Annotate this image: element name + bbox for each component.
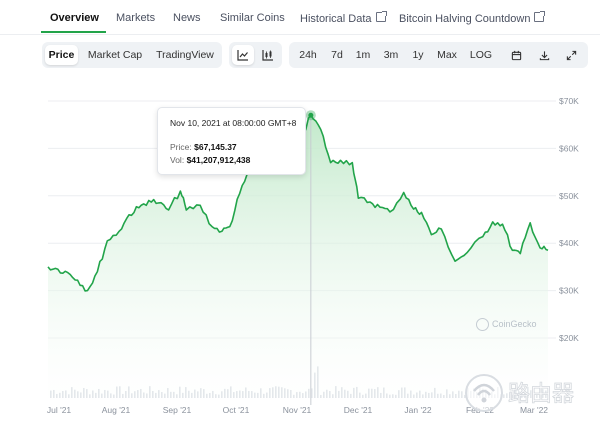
tab-label: Markets (116, 12, 156, 24)
button-label: 7d (331, 49, 343, 61)
download-button[interactable] (533, 45, 555, 65)
x-tick-label: Jul '21 (47, 405, 72, 415)
x-tick-label: Mar '22 (520, 405, 548, 415)
button-label: TradingView (156, 49, 214, 61)
market-cap-button[interactable]: Market Cap (82, 45, 148, 65)
range-1m-button[interactable]: 1m (351, 45, 375, 65)
x-tick-label: Dec '21 (344, 405, 373, 415)
tab-bar: Overview Markets News Similar Coins Hist… (0, 0, 600, 35)
log-scale-button[interactable]: LOG (467, 45, 495, 65)
y-tick-label: $20K (559, 333, 579, 343)
chart-type-toggle: Price Market Cap TradingView (42, 42, 222, 68)
tooltip-volume: Vol: $41,207,912,438 (170, 155, 250, 165)
chart-style-toggle (229, 42, 282, 68)
range-3m-button[interactable]: 3m (379, 45, 403, 65)
y-tick-label: $70K (559, 96, 579, 106)
line-chart-icon (237, 50, 248, 61)
tab-overview[interactable]: Overview (50, 12, 99, 24)
x-tick-label: Aug '21 (102, 405, 131, 415)
tooltip-price-label: Price: (170, 142, 192, 152)
candlestick-button[interactable] (257, 45, 279, 65)
tooltip-price: Price: $67,145.37 (170, 142, 237, 152)
watermark-text: CoinGecko (492, 318, 537, 329)
button-label: Price (48, 49, 75, 61)
x-tick-label: Oct '21 (223, 405, 250, 415)
candlestick-icon (262, 50, 273, 61)
external-link-icon (534, 11, 546, 22)
coingecko-watermark: CoinGecko (476, 318, 537, 331)
y-tick-label: $40K (559, 238, 579, 248)
x-tick-label: Nov '21 (283, 405, 312, 415)
tab-historical-data[interactable]: Historical Data (300, 11, 387, 25)
tab-label: Historical Data (300, 13, 372, 25)
tab-bitcoin-halving-countdown[interactable]: Bitcoin Halving Countdown (399, 11, 546, 25)
external-link-icon (375, 11, 387, 22)
price-button[interactable]: Price (45, 45, 78, 65)
tradingview-button[interactable]: TradingView (152, 45, 218, 65)
tooltip-date: Nov 10, 2021 at 08:00:00 GMT+8 (170, 118, 297, 128)
price-tooltip: Nov 10, 2021 at 08:00:00 GMT+8 Price: $6… (157, 107, 306, 175)
download-icon (539, 51, 549, 60)
button-label: 3m (383, 49, 399, 61)
button-label: 1m (355, 49, 371, 61)
time-range-toggle: 24h 7d 1m 3m 1y Max LOG (289, 42, 588, 68)
tab-label: Bitcoin Halving Countdown (399, 13, 531, 25)
range-7d-button[interactable]: 7d (325, 45, 349, 65)
hover-point-core (308, 112, 314, 118)
tooltip-volume-value: $41,207,912,438 (186, 155, 251, 165)
y-tick-label: $50K (559, 191, 579, 201)
tab-similar-coins[interactable]: Similar Coins (220, 12, 285, 24)
expand-icon (566, 50, 576, 60)
tooltip-price-value: $67,145.37 (194, 142, 237, 152)
active-tab-indicator (41, 31, 106, 33)
button-label: 1y (412, 49, 424, 61)
y-tick-label: $30K (559, 286, 579, 296)
y-tick-label: $60K (559, 143, 579, 153)
button-label: LOG (469, 49, 493, 61)
svg-text:路由器: 路由器 (508, 382, 574, 407)
x-tick-label: Jan '22 (404, 405, 431, 415)
button-label: Max (437, 49, 457, 61)
tab-label: News (173, 12, 201, 24)
tab-news[interactable]: News (173, 12, 201, 24)
tab-markets[interactable]: Markets (116, 12, 155, 24)
price-area (48, 115, 548, 405)
x-tick-label: Sep '21 (163, 405, 192, 415)
range-max-button[interactable]: Max (433, 45, 461, 65)
calendar-button[interactable] (505, 45, 527, 65)
range-1y-button[interactable]: 1y (407, 45, 429, 65)
tab-label: Similar Coins (220, 12, 285, 24)
expand-button[interactable] (560, 45, 582, 65)
coingecko-logo-icon (476, 318, 489, 331)
line-chart-button[interactable] (232, 45, 254, 65)
calendar-icon (511, 50, 521, 60)
range-24h-button[interactable]: 24h (293, 45, 323, 65)
site-watermark-logo: 路由器 (465, 374, 574, 412)
tooltip-volume-label: Vol: (170, 155, 185, 165)
tab-label: Overview (50, 12, 99, 24)
button-label: 24h (299, 49, 317, 61)
button-label: Market Cap (87, 49, 143, 61)
